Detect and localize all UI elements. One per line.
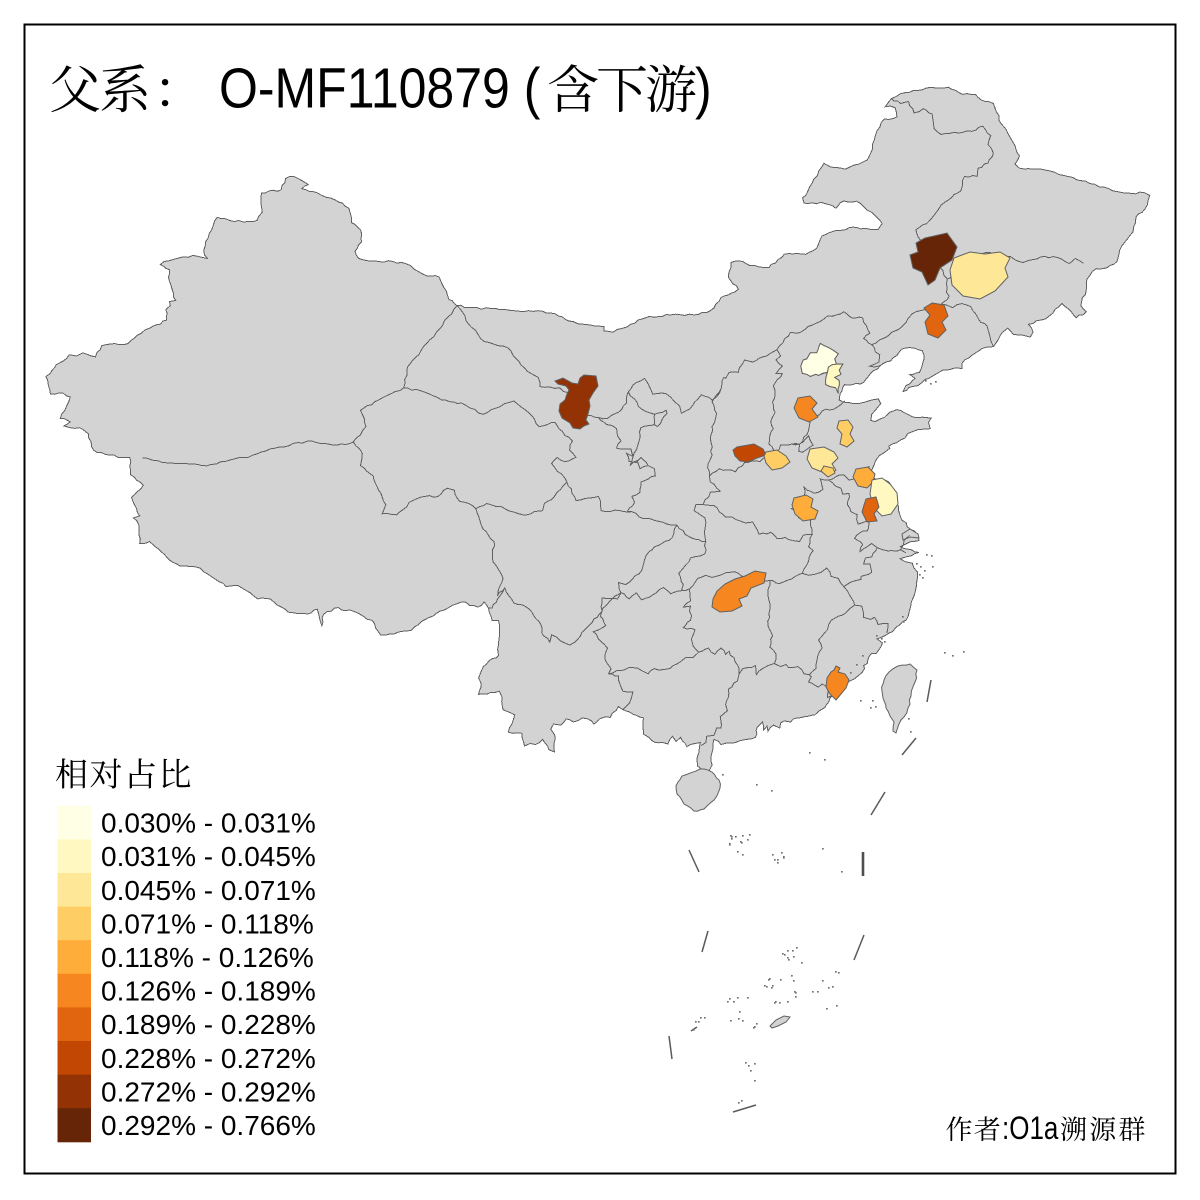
svg-text:0.292% - 0.766%: 0.292% - 0.766% [101,1110,316,1141]
svg-text:0.030% - 0.031%: 0.030% - 0.031% [101,808,316,839]
svg-text:0.071% - 0.118%: 0.071% - 0.118% [101,908,314,939]
svg-text:O-MF110879 (: O-MF110879 ( [219,56,541,120]
svg-text:0.189% - 0.228%: 0.189% - 0.228% [101,1009,316,1040]
svg-text:): ) [695,56,712,120]
svg-text:0.045% - 0.071%: 0.045% - 0.071% [101,875,316,906]
svg-text:0.118% - 0.126%: 0.118% - 0.126% [101,942,314,973]
svg-text:0.031% - 0.045%: 0.031% - 0.045% [101,841,316,872]
svg-text:0.228% - 0.272%: 0.228% - 0.272% [101,1043,316,1074]
svg-text:0.272% - 0.292%: 0.272% - 0.292% [101,1076,316,1107]
svg-text::O1a: :O1a [1002,1110,1059,1146]
svg-text:0.126% - 0.189%: 0.126% - 0.189% [101,976,316,1007]
